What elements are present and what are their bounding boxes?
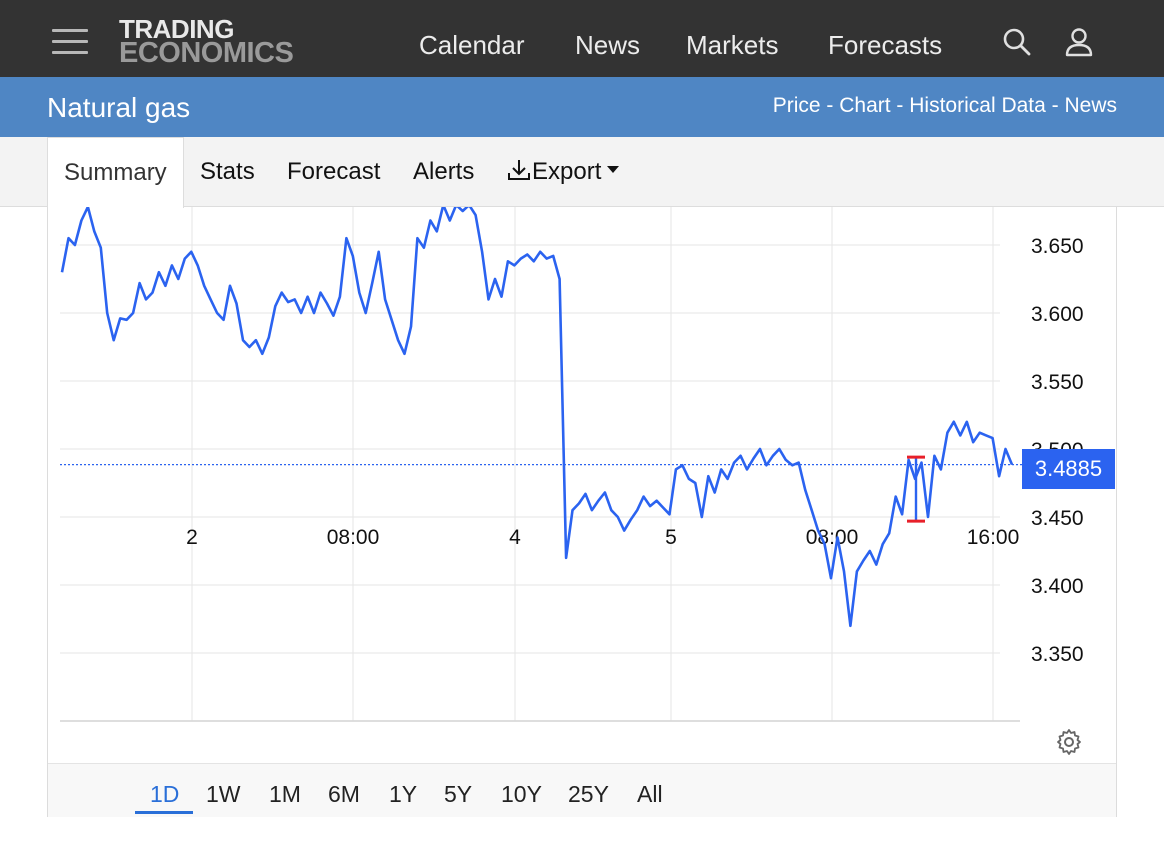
- tab-summary[interactable]: Summary: [47, 137, 184, 208]
- x-tick-label: 2: [186, 526, 198, 549]
- link-price[interactable]: Price: [772, 94, 821, 117]
- tab-forecast[interactable]: Forecast: [287, 158, 381, 185]
- x-tick-label: 08:00: [806, 526, 859, 549]
- link-separator: -: [890, 94, 910, 117]
- tab-strip: Summary Stats Forecast Alerts Export: [0, 137, 1164, 208]
- nav-forecasts[interactable]: Forecasts: [828, 30, 943, 60]
- x-tick-label: 4: [509, 526, 521, 549]
- tab-stats[interactable]: Stats: [200, 158, 255, 185]
- search-icon[interactable]: [1001, 26, 1033, 58]
- logo-line-2: ECONOMICS: [119, 36, 294, 69]
- tab-alerts[interactable]: Alerts: [413, 158, 475, 185]
- link-separator: -: [1045, 94, 1065, 117]
- user-icon[interactable]: [1063, 26, 1095, 58]
- range-1d[interactable]: 1D: [150, 781, 180, 807]
- nav-news[interactable]: News: [575, 30, 641, 60]
- sub-navigation: Price - Chart - Historical Data - News: [773, 94, 1117, 118]
- x-tick-label: 16:00: [967, 526, 1020, 549]
- chart-grid: [60, 207, 1020, 722]
- range-5y[interactable]: 5Y: [444, 781, 473, 807]
- x-axis: 2 08:00 4 5 08:00 16:00: [186, 526, 1019, 549]
- link-news[interactable]: News: [1064, 94, 1117, 117]
- range-1w[interactable]: 1W: [206, 781, 241, 807]
- title-bar: Natural gas Price - Chart - Historical D…: [0, 77, 1164, 137]
- series-line: [60, 207, 1014, 628]
- y-tick-label: 3.650: [1031, 235, 1084, 258]
- export-label: Export: [532, 158, 602, 185]
- link-chart[interactable]: Chart: [839, 94, 891, 117]
- range-all[interactable]: All: [637, 781, 663, 807]
- active-range-indicator: [135, 811, 193, 814]
- link-separator: -: [820, 94, 840, 117]
- y-tick-label: 3.350: [1031, 643, 1084, 666]
- hamburger-icon[interactable]: [52, 27, 88, 55]
- high-low-marker: [907, 455, 925, 523]
- logo[interactable]: TRADING ECONOMICS: [119, 14, 294, 69]
- range-25y[interactable]: 25Y: [568, 781, 609, 807]
- logo-line-1: TRADING: [119, 14, 234, 44]
- y-tick-label: 3.550: [1031, 371, 1084, 394]
- range-1m[interactable]: 1M: [269, 781, 301, 807]
- link-historical-data[interactable]: Historical Data: [909, 94, 1046, 117]
- range-selector: 1D 1W 1M 6M 1Y 5Y 10Y 25Y All: [48, 763, 1116, 817]
- x-tick-label: 5: [665, 526, 677, 549]
- range-1y[interactable]: 1Y: [389, 781, 418, 807]
- gear-icon[interactable]: [1055, 728, 1083, 756]
- nav-markets[interactable]: Markets: [686, 30, 779, 60]
- range-10y[interactable]: 10Y: [501, 781, 542, 807]
- current-price-label: 3.4885: [1022, 449, 1115, 489]
- x-tick-label: 08:00: [327, 526, 380, 549]
- range-6m[interactable]: 6M: [328, 781, 360, 807]
- y-tick-label: 3.400: [1031, 575, 1084, 598]
- page-title: Natural gas: [47, 92, 191, 123]
- y-tick-label: 3.600: [1031, 303, 1084, 326]
- top-header: TRADING ECONOMICS Calendar News Markets …: [0, 0, 1164, 77]
- nav-calendar[interactable]: Calendar: [419, 30, 525, 60]
- download-icon: [508, 160, 530, 180]
- caret-down-icon: [607, 166, 620, 173]
- y-tick-label: 3.450: [1031, 507, 1084, 530]
- tab-export[interactable]: Export: [506, 137, 621, 207]
